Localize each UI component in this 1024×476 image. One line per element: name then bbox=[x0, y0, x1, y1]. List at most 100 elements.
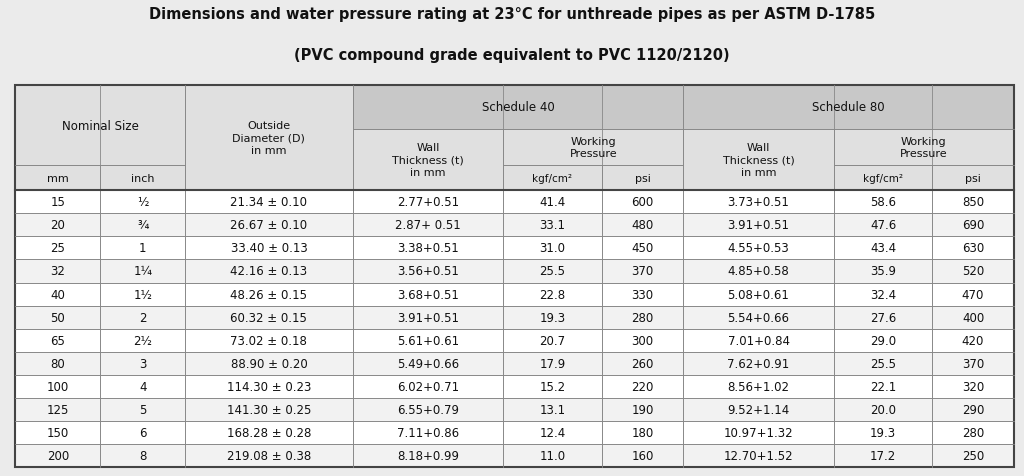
Text: inch: inch bbox=[131, 173, 155, 183]
Text: 11.0: 11.0 bbox=[540, 449, 565, 462]
Bar bbox=[834, 375, 932, 398]
Bar bbox=[932, 375, 1014, 398]
Text: 320: 320 bbox=[962, 380, 984, 393]
Bar bbox=[683, 329, 834, 352]
Bar bbox=[185, 283, 352, 306]
Text: kgf/cm²: kgf/cm² bbox=[532, 173, 572, 183]
Bar bbox=[683, 421, 834, 445]
Bar bbox=[683, 214, 834, 237]
Bar bbox=[100, 375, 185, 398]
Text: 5: 5 bbox=[139, 403, 146, 416]
Text: 47.6: 47.6 bbox=[870, 219, 896, 232]
Bar bbox=[503, 421, 602, 445]
Text: Dimensions and water pressure rating at 23°C for unthreade pipes as per ASTM D-1: Dimensions and water pressure rating at … bbox=[148, 7, 876, 22]
Bar bbox=[352, 191, 503, 214]
Bar bbox=[834, 306, 932, 329]
Bar bbox=[932, 260, 1014, 283]
Text: 41.4: 41.4 bbox=[540, 196, 565, 208]
Text: 40: 40 bbox=[50, 288, 66, 301]
Bar bbox=[602, 398, 683, 421]
Bar bbox=[503, 306, 602, 329]
Text: 280: 280 bbox=[632, 311, 653, 324]
Bar bbox=[15, 237, 100, 260]
Bar bbox=[683, 306, 834, 329]
Text: 13.1: 13.1 bbox=[540, 403, 565, 416]
Bar bbox=[100, 329, 185, 352]
Text: 250: 250 bbox=[962, 449, 984, 462]
Bar bbox=[683, 86, 1014, 129]
Text: 141.30 ± 0.25: 141.30 ± 0.25 bbox=[226, 403, 311, 416]
Text: 4.55+0.53: 4.55+0.53 bbox=[728, 242, 790, 255]
Bar bbox=[100, 445, 185, 467]
Bar bbox=[683, 283, 834, 306]
Text: 31.0: 31.0 bbox=[540, 242, 565, 255]
Text: psi: psi bbox=[635, 173, 650, 183]
Text: 73.02 ± 0.18: 73.02 ± 0.18 bbox=[230, 334, 307, 347]
Bar bbox=[185, 214, 352, 237]
Bar bbox=[683, 260, 834, 283]
Text: 280: 280 bbox=[962, 426, 984, 439]
Bar bbox=[352, 283, 503, 306]
Bar bbox=[15, 166, 100, 191]
Bar bbox=[185, 191, 352, 214]
Text: 8: 8 bbox=[139, 449, 146, 462]
Text: 7.11+0.86: 7.11+0.86 bbox=[397, 426, 459, 439]
Bar bbox=[683, 129, 834, 191]
Text: 19.3: 19.3 bbox=[540, 311, 565, 324]
Text: 480: 480 bbox=[632, 219, 653, 232]
Text: 150: 150 bbox=[47, 426, 69, 439]
Bar bbox=[352, 398, 503, 421]
Bar bbox=[683, 375, 834, 398]
Text: psi: psi bbox=[965, 173, 981, 183]
Text: 450: 450 bbox=[632, 242, 653, 255]
Text: Wall
Thickness (t)
in mm: Wall Thickness (t) in mm bbox=[723, 143, 795, 178]
Text: 6.02+0.71: 6.02+0.71 bbox=[397, 380, 459, 393]
Bar bbox=[683, 237, 834, 260]
Bar bbox=[15, 421, 100, 445]
Bar bbox=[503, 191, 602, 214]
Text: mm: mm bbox=[47, 173, 69, 183]
Bar bbox=[602, 375, 683, 398]
Text: 2: 2 bbox=[139, 311, 146, 324]
Bar bbox=[15, 260, 100, 283]
Bar bbox=[602, 329, 683, 352]
Bar bbox=[834, 260, 932, 283]
Bar bbox=[185, 375, 352, 398]
Text: Nominal Size: Nominal Size bbox=[61, 119, 138, 132]
Text: 20.0: 20.0 bbox=[870, 403, 896, 416]
Bar bbox=[352, 86, 683, 129]
Text: 850: 850 bbox=[962, 196, 984, 208]
Bar bbox=[683, 445, 834, 467]
Text: 114.30 ± 0.23: 114.30 ± 0.23 bbox=[226, 380, 311, 393]
Bar bbox=[602, 352, 683, 375]
Text: 8.56+1.02: 8.56+1.02 bbox=[727, 380, 790, 393]
Text: 370: 370 bbox=[962, 357, 984, 370]
Bar bbox=[15, 352, 100, 375]
Text: 180: 180 bbox=[632, 426, 653, 439]
Text: 470: 470 bbox=[962, 288, 984, 301]
Text: 4.85+0.58: 4.85+0.58 bbox=[728, 265, 790, 278]
Text: 5.61+0.61: 5.61+0.61 bbox=[397, 334, 459, 347]
Bar bbox=[932, 306, 1014, 329]
Text: 22.8: 22.8 bbox=[540, 288, 565, 301]
Bar bbox=[185, 306, 352, 329]
Bar bbox=[834, 398, 932, 421]
Text: 5.54+0.66: 5.54+0.66 bbox=[727, 311, 790, 324]
Bar bbox=[15, 86, 1014, 467]
Bar bbox=[100, 306, 185, 329]
Text: 400: 400 bbox=[962, 311, 984, 324]
Bar bbox=[602, 445, 683, 467]
Text: 370: 370 bbox=[632, 265, 653, 278]
Bar bbox=[185, 329, 352, 352]
Bar bbox=[15, 283, 100, 306]
Text: 100: 100 bbox=[47, 380, 69, 393]
Text: 420: 420 bbox=[962, 334, 984, 347]
Bar bbox=[352, 260, 503, 283]
Bar bbox=[602, 283, 683, 306]
Bar bbox=[352, 329, 503, 352]
Bar bbox=[602, 421, 683, 445]
Text: 35.9: 35.9 bbox=[870, 265, 896, 278]
Bar bbox=[185, 445, 352, 467]
Text: 5.49+0.66: 5.49+0.66 bbox=[397, 357, 459, 370]
Text: 9.52+1.14: 9.52+1.14 bbox=[727, 403, 790, 416]
